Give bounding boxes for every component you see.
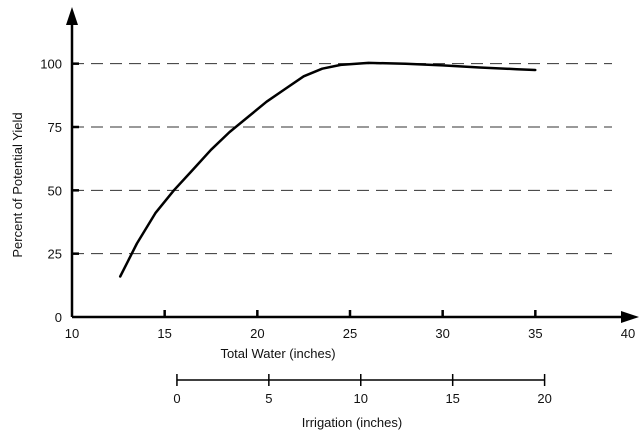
- gridlines: [72, 63, 612, 255]
- irrigation-axis: 0 5 10 15 20: [173, 374, 552, 406]
- x-tick-label: 25: [343, 326, 357, 341]
- x-axis-arrow: [621, 311, 639, 323]
- axes: [66, 7, 639, 323]
- irrigation-tick-label: 0: [173, 391, 180, 406]
- y-tick-label: 50: [48, 183, 62, 198]
- series: [118, 61, 537, 278]
- y-axis-title: Percent of Potential Yield: [10, 112, 25, 257]
- y-axis-arrow: [66, 7, 78, 25]
- x-tick-label: 35: [528, 326, 542, 341]
- x-tick-label: 20: [250, 326, 264, 341]
- x-tick-label: 15: [157, 326, 171, 341]
- y-ticks: 0 25 50 75 100: [40, 57, 79, 325]
- x-tick-label: 30: [435, 326, 449, 341]
- y-tick-label: 75: [48, 120, 62, 135]
- yield-curve: [118, 61, 537, 278]
- irrigation-tick-label: 15: [445, 391, 459, 406]
- irrigation-axis-title: Irrigation (inches): [302, 415, 402, 430]
- x-axis-title: Total Water (inches): [220, 346, 335, 361]
- irrigation-tick-label: 10: [354, 391, 368, 406]
- y-tick-label: 0: [55, 310, 62, 325]
- y-tick-label: 100: [40, 57, 62, 72]
- irrigation-tick-label: 20: [537, 391, 551, 406]
- irrigation-tick-label: 5: [265, 391, 272, 406]
- x-ticks: 10 15 20 25 30 35 40: [65, 310, 635, 341]
- x-tick-label: 40: [621, 326, 635, 341]
- x-tick-label: 10: [65, 326, 79, 341]
- y-tick-label: 25: [48, 247, 62, 262]
